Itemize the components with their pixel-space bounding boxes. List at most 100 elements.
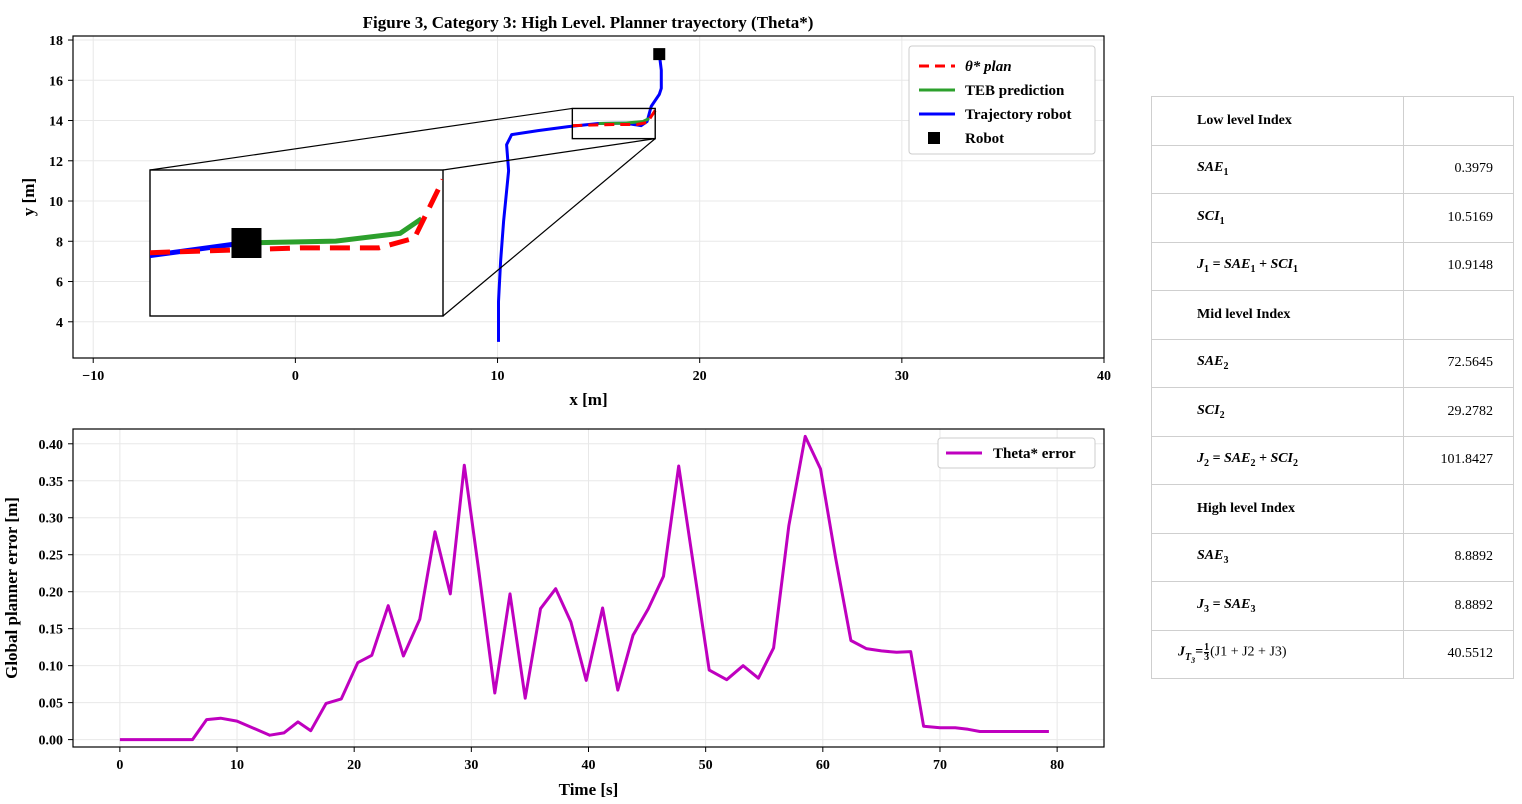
- legend-entry: TEB prediction: [965, 83, 1065, 99]
- table-row: SAE2 72.5645: [1150, 338, 1514, 388]
- subscript: 2: [1293, 458, 1299, 470]
- y-tick-label: 18: [49, 34, 63, 49]
- table-row: Mid level Index: [1150, 290, 1514, 340]
- fraction-numerator: 1: [1204, 642, 1210, 654]
- x-tick-label: 30: [895, 369, 909, 384]
- x-axis-label: x [m]: [569, 390, 607, 409]
- table-row: SAE1 0.3979: [1150, 144, 1514, 194]
- table-row: Low level Index: [1150, 96, 1514, 146]
- inset-area: [150, 178, 443, 259]
- y-axis-label: y [m]: [19, 178, 38, 216]
- index-label: SCI2: [1150, 387, 1405, 437]
- x-tick-label: −10: [82, 369, 104, 384]
- trajectory-plot: −10 0 10 20 30 40 4 6 8 10 12 14 16 18 x [m] y [m] θ* pl…: [19, 34, 1111, 409]
- index-label: J3 = SAE3: [1150, 581, 1405, 631]
- y-tick-label: 12: [49, 155, 63, 170]
- total-expression: (J1 + J2 + J3): [1210, 645, 1287, 661]
- x-tick-label: 20: [693, 369, 707, 384]
- index-value: 101.8427: [1403, 435, 1514, 485]
- index-value: [1403, 96, 1514, 146]
- table-row: J1 = SAE1 + SCI1 10.9148: [1150, 241, 1514, 291]
- subscript: 1: [1219, 215, 1225, 227]
- index-label: JT3= 1 3 (J1 + J2 + J3): [1150, 629, 1405, 679]
- y-tick-label: 14: [49, 115, 63, 130]
- subscript: 2: [1250, 458, 1256, 470]
- x-tick-label: 30: [464, 758, 478, 773]
- x-tick-label: 0: [292, 369, 299, 384]
- x-tick-label: 50: [699, 758, 713, 773]
- error-plot: 0 10 20 30 40 50 60 70 80 0.00 0.05 0.10 0.15 0.20 0.2…: [2, 428, 1105, 799]
- subscript: T3: [1185, 652, 1196, 665]
- legend-swatch: [928, 132, 940, 144]
- y-tick-label: 0.30: [39, 512, 64, 527]
- index-value: 29.2782: [1403, 387, 1514, 437]
- y-tick-label: 0.00: [39, 734, 64, 749]
- index-label: SAE3: [1150, 532, 1405, 582]
- legend: [937, 437, 1096, 469]
- y-axis-label: Global planner error [m]: [2, 497, 21, 679]
- x-tick-label: 10: [491, 369, 505, 384]
- inset-connector: [442, 138, 656, 317]
- index-value: 72.5645: [1403, 338, 1514, 388]
- x-tick-label: 0: [116, 758, 123, 773]
- x-tick-label: 10: [230, 758, 244, 773]
- y-tick-label: 6: [56, 276, 63, 291]
- table-row: SAE3 8.8892: [1150, 532, 1514, 582]
- inset-connector: [442, 138, 656, 171]
- inset-robot-marker: [231, 228, 262, 258]
- subscript: 1: [1293, 264, 1299, 276]
- legend-entry: θ* plan: [965, 59, 1012, 75]
- table-row: JT3= 1 3 (J1 + J2 + J3) 40.5512: [1150, 629, 1514, 679]
- index-label: Mid level Index: [1150, 290, 1405, 340]
- plot-frame: [72, 35, 1105, 359]
- index-value: 40.5512: [1403, 629, 1514, 679]
- figure-title: Figure 3, Category 3: High Level. Planne…: [363, 13, 814, 32]
- subscript: 2: [1204, 458, 1209, 470]
- robot-marker: [653, 48, 666, 61]
- index-value: 10.9148: [1403, 241, 1514, 291]
- plot-area: [119, 434, 1049, 742]
- table-row: SCI2 29.2782: [1150, 387, 1514, 437]
- index-value: 8.8892: [1403, 532, 1514, 582]
- legend-entry: Robot: [965, 131, 1004, 147]
- inset-teb-line: [242, 216, 424, 246]
- table-row: High level Index: [1150, 484, 1514, 534]
- index-value: 8.8892: [1403, 581, 1514, 631]
- index-label: SCI1: [1150, 193, 1405, 243]
- index-value: [1403, 290, 1514, 340]
- inset-connector: [149, 107, 573, 171]
- y-tick-label: 8: [56, 235, 63, 250]
- subscript: 3: [1250, 603, 1256, 615]
- y-tick-label: 0.15: [39, 623, 64, 638]
- x-tick-label: 20: [347, 758, 361, 773]
- x-tick-label: 40: [582, 758, 596, 773]
- subscript: 3: [1223, 555, 1229, 567]
- plot-frame: [72, 428, 1105, 748]
- x-tick-label: 80: [1050, 758, 1064, 773]
- subscript: 3: [1191, 656, 1196, 665]
- fraction-denominator: 3: [1204, 652, 1210, 664]
- index-value: 10.5169: [1403, 193, 1514, 243]
- subscript: 1: [1223, 167, 1229, 179]
- index-value: [1403, 484, 1514, 534]
- theta-error-line: [119, 434, 1049, 742]
- y-tick-label: 0.25: [39, 549, 64, 564]
- legend: [908, 45, 1096, 155]
- legend-entry: Theta* error: [993, 446, 1076, 462]
- plot-area: [497, 48, 666, 342]
- y-tick-label: 0.05: [39, 697, 64, 712]
- index-table: Low level Index SAE1 0.3979 SCI1 10.5169 J1 =…: [1150, 96, 1514, 679]
- y-tick-label: 0.35: [39, 475, 64, 490]
- index-label: J2 = SAE2 + SCI2: [1150, 435, 1405, 485]
- legend-entry: Trajectory robot: [965, 107, 1072, 123]
- x-tick-label: 40: [1097, 369, 1111, 384]
- y-tick-label: 10: [49, 195, 63, 210]
- subscript: 2: [1223, 361, 1229, 373]
- subscript: 1: [1250, 264, 1256, 276]
- y-tick-label: 16: [49, 74, 63, 89]
- table-row: SCI1 10.5169: [1150, 193, 1514, 243]
- table-row: J2 = SAE2 + SCI2 101.8427: [1150, 435, 1514, 485]
- index-label: J1 = SAE1 + SCI1: [1150, 241, 1405, 291]
- trajectory-robot-line: [497, 53, 663, 342]
- index-label: SAE1: [1150, 144, 1405, 194]
